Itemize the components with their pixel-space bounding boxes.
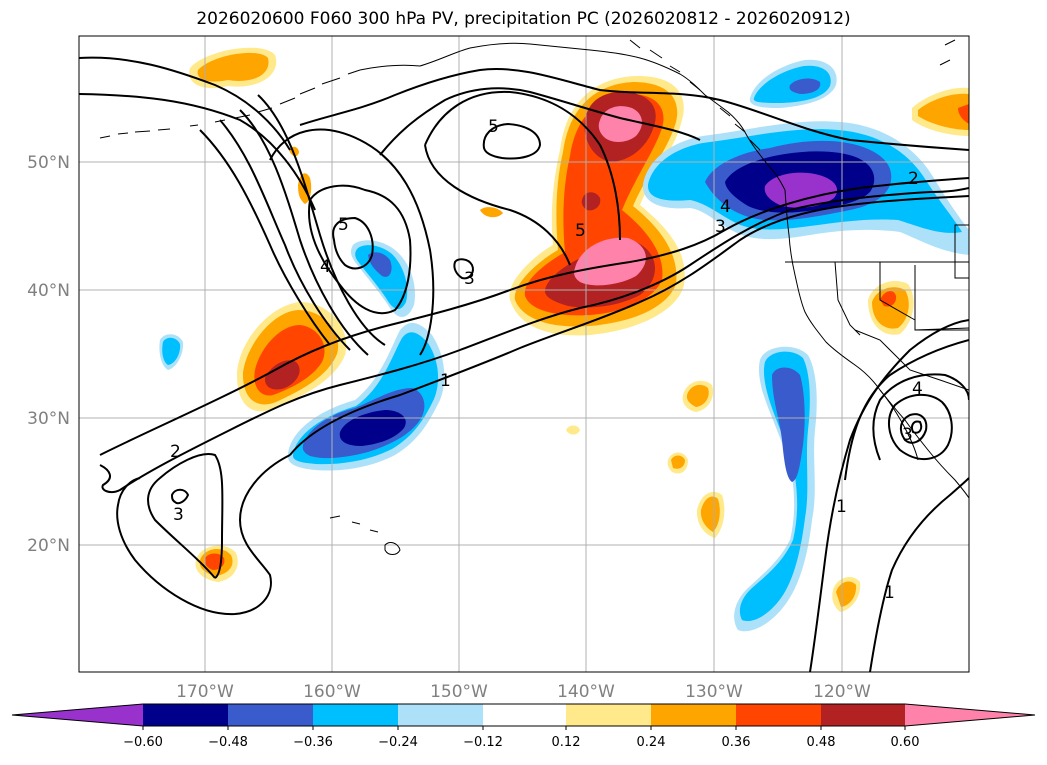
contour-label: 3: [902, 425, 913, 445]
latitude-labels: 50°N 40°N 30°N 20°N: [27, 153, 70, 556]
contour-label: 1: [836, 497, 847, 517]
lat-label: 40°N: [27, 281, 70, 301]
colorbar-swatch: [821, 704, 905, 726]
contour-label: 5: [488, 117, 499, 137]
map-frame: [78, 35, 970, 673]
colorbar-swatch: [483, 704, 566, 726]
colorbar-swatch: [736, 704, 821, 726]
contour-label: 4: [320, 257, 331, 277]
map-content: 5 5 5 4 4 4 3 3 3 3 2 2 1 1 1: [79, 36, 969, 672]
contour-label: 3: [173, 505, 184, 525]
contour-label: 4: [720, 197, 731, 217]
colorbar-tick-label: 0.12: [552, 735, 581, 750]
contour-label: 2: [170, 442, 181, 462]
longitude-labels: 170°W 160°W 150°W 140°W 130°W 120°W: [176, 682, 871, 702]
lat-label: 30°N: [27, 409, 70, 429]
lat-label: 50°N: [27, 153, 70, 173]
colorbar: −0.60 −0.48 −0.36 −0.24 −0.12 0.12 0.24 0.36 0.4…: [11, 703, 1036, 750]
contour-label: 5: [338, 215, 349, 235]
colorbar-tick-label: −0.24: [378, 735, 418, 750]
colorbar-swatch: [651, 704, 736, 726]
lon-label: 130°W: [685, 682, 743, 702]
colorbar-swatch: [398, 704, 483, 726]
lon-label: 120°W: [813, 682, 871, 702]
chart-title: 2026020600 F060 300 hPa PV, precipitatio…: [196, 9, 851, 29]
colorbar-extend-max: [905, 704, 1035, 726]
colorbar-tick-label: 0.48: [807, 735, 836, 750]
lat-label: 20°N: [27, 536, 70, 556]
lon-label: 150°W: [430, 682, 488, 702]
precip-shading: [159, 47, 969, 632]
contour-label: 5: [575, 221, 586, 241]
colorbar-swatch: [566, 704, 651, 726]
colorbar-tick-label: −0.60: [123, 735, 163, 750]
colorbar-tick-label: −0.48: [208, 735, 248, 750]
colorbar-tick-label: 0.36: [722, 735, 751, 750]
contour-labels: 5 5 5 4 4 4 3 3 3 3 2 2 1 1 1: [170, 117, 923, 603]
coastlines: [99, 39, 969, 555]
colorbar-tick-label: 0.60: [891, 735, 920, 750]
colorbar-swatch: [228, 704, 313, 726]
lon-label: 170°W: [176, 682, 234, 702]
contour-label: 2: [908, 169, 919, 189]
contour-label: 3: [464, 269, 475, 289]
contour-label: 1: [440, 371, 451, 391]
colorbar-extend-min: [12, 704, 143, 726]
colorbar-tick-label: −0.12: [463, 735, 503, 750]
graticule: [79, 36, 969, 672]
contour-label: 4: [912, 379, 923, 399]
contour-label: 1: [884, 583, 895, 603]
colorbar-swatch: [313, 704, 398, 726]
contour-label: 3: [715, 217, 726, 237]
lon-label: 140°W: [557, 682, 615, 702]
colorbar-tick-label: −0.36: [293, 735, 333, 750]
lon-label: 160°W: [303, 682, 361, 702]
pv-contours: [79, 56, 969, 672]
colorbar-tick-label: 0.24: [637, 735, 666, 750]
colorbar-swatch: [143, 704, 228, 726]
